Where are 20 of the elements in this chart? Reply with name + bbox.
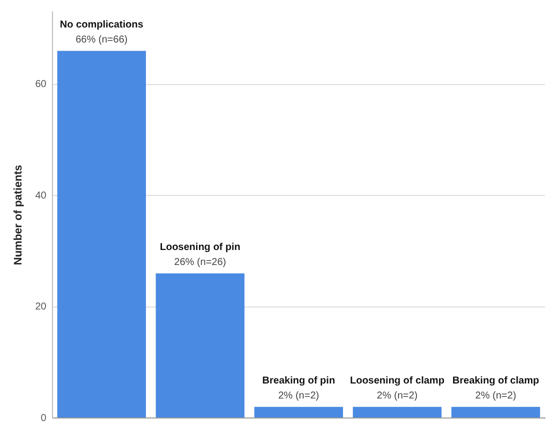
data-label: 2% (n=2) <box>475 390 516 402</box>
x-tick-label: Loosening of clamp <box>350 376 444 387</box>
data-label: 2% (n=2) <box>278 390 320 402</box>
bar <box>254 406 344 418</box>
x-tick-label: Breaking of pin <box>262 376 336 387</box>
y-tick-label: 40 <box>35 190 47 202</box>
data-label: 66% (n=66) <box>76 34 128 46</box>
y-tick-label: 60 <box>35 79 47 90</box>
bar <box>352 406 442 418</box>
y-tick-label: 0 <box>40 412 47 424</box>
data-label: 26% (n=26) <box>174 257 226 268</box>
bar <box>57 50 146 418</box>
x-tick-label: Loosening of pin <box>160 242 240 254</box>
x-tick-label: Breaking of clamp <box>452 376 540 387</box>
x-tick-label: No complications <box>60 20 144 31</box>
y-tick-label: 20 <box>35 302 47 313</box>
bar <box>156 273 244 418</box>
data-label: 2% (n=2) <box>376 390 418 402</box>
y-axis-title: Number of patients <box>12 164 25 266</box>
bar <box>451 406 540 418</box>
